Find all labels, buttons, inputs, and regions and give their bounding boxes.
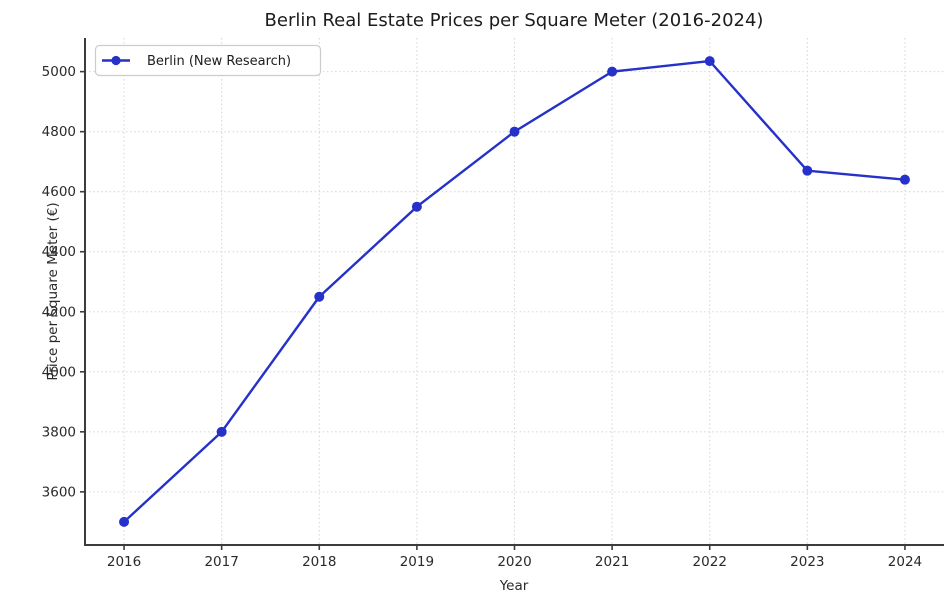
x-tick-label-2018: 2018 xyxy=(302,554,336,570)
data-point-2024 xyxy=(899,174,910,185)
x-axis-label: Year xyxy=(499,578,529,594)
x-tick-labels: 2016 2017 2018 2019 2020 2021 2022 2023 2024 xyxy=(107,554,922,570)
y-tick-label-4200: 4200 xyxy=(42,304,76,320)
data-point-2020 xyxy=(509,126,520,137)
x-tick-label-2017: 2017 xyxy=(204,554,238,570)
y-tick-label-3800: 3800 xyxy=(42,424,76,440)
axis-ticks xyxy=(80,70,906,550)
y-tick-label-4800: 4800 xyxy=(42,124,76,140)
data-point-2017 xyxy=(216,426,227,437)
legend: Berlin (New Research) xyxy=(94,44,322,77)
x-tick-label-2021: 2021 xyxy=(595,554,629,570)
y-tick-label-5000: 5000 xyxy=(42,64,76,80)
data-point-2021 xyxy=(607,66,618,77)
x-tick-label-2016: 2016 xyxy=(107,554,141,570)
y-tick-label-4000: 4000 xyxy=(42,364,76,380)
data-point-2018 xyxy=(314,291,325,302)
data-point-2022 xyxy=(704,56,715,67)
data-point-2023 xyxy=(802,165,813,176)
y-tick-label-4400: 4400 xyxy=(42,244,76,260)
data-point-2016 xyxy=(119,516,130,527)
data-series-berlin xyxy=(119,56,910,527)
y-axis-label: Price per Square Meter (€) xyxy=(45,202,61,380)
x-tick-label-2022: 2022 xyxy=(693,554,727,570)
axes-spines xyxy=(84,38,944,546)
x-tick-label-2024: 2024 xyxy=(888,554,922,570)
legend-box xyxy=(94,44,322,77)
x-tick-label-2023: 2023 xyxy=(790,554,824,570)
chart-title: Berlin Real Estate Prices per Square Met… xyxy=(265,10,764,31)
y-tick-label-4600: 4600 xyxy=(42,184,76,200)
y-tick-labels: 3600 3800 4000 4200 4400 4600 4800 5000 xyxy=(42,64,76,500)
gridlines xyxy=(85,38,944,545)
x-tick-label-2020: 2020 xyxy=(497,554,531,570)
legend-label: Berlin (New Research) xyxy=(147,54,291,69)
legend-marker xyxy=(111,55,121,66)
data-point-2019 xyxy=(411,201,422,212)
y-tick-label-3600: 3600 xyxy=(42,484,76,500)
x-tick-label-2019: 2019 xyxy=(400,554,434,570)
